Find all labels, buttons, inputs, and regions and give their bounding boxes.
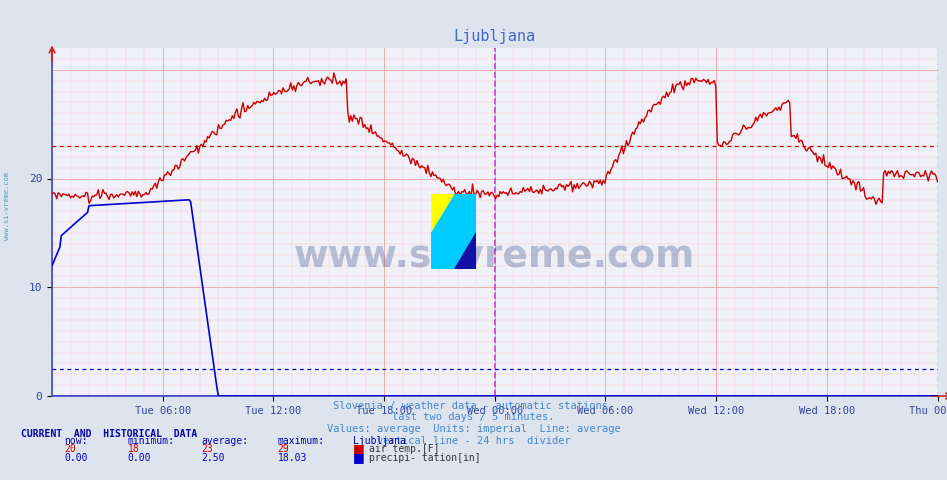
Text: 0.00: 0.00 bbox=[128, 453, 152, 463]
Text: Ljubljana: Ljubljana bbox=[353, 436, 406, 446]
Text: ■: ■ bbox=[353, 451, 365, 464]
Text: Slovenia / weather data - automatic stations.: Slovenia / weather data - automatic stat… bbox=[333, 401, 614, 411]
Polygon shape bbox=[431, 194, 454, 232]
Text: 23: 23 bbox=[202, 444, 213, 454]
Text: last two days / 5 minutes.: last two days / 5 minutes. bbox=[392, 412, 555, 422]
Polygon shape bbox=[431, 232, 476, 269]
Polygon shape bbox=[454, 194, 476, 269]
Text: www.si-vreme.com: www.si-vreme.com bbox=[4, 172, 9, 240]
Text: 2.50: 2.50 bbox=[202, 453, 225, 463]
Title: Ljubljana: Ljubljana bbox=[454, 29, 536, 44]
Text: air temp.[F]: air temp.[F] bbox=[369, 444, 439, 454]
Text: ■: ■ bbox=[353, 442, 365, 455]
Polygon shape bbox=[454, 232, 476, 269]
Text: Values: average  Units: imperial  Line: average: Values: average Units: imperial Line: av… bbox=[327, 424, 620, 434]
Text: 20: 20 bbox=[64, 444, 76, 454]
Text: vertical line - 24 hrs  divider: vertical line - 24 hrs divider bbox=[377, 435, 570, 445]
Polygon shape bbox=[431, 194, 476, 269]
Text: CURRENT  AND  HISTORICAL  DATA: CURRENT AND HISTORICAL DATA bbox=[21, 429, 197, 439]
Text: 0.00: 0.00 bbox=[64, 453, 88, 463]
Text: www.si-vreme.com: www.si-vreme.com bbox=[295, 239, 695, 275]
Text: maximum:: maximum: bbox=[277, 436, 325, 446]
Text: 18: 18 bbox=[128, 444, 139, 454]
Text: precipi- tation[in]: precipi- tation[in] bbox=[369, 453, 481, 463]
Text: now:: now: bbox=[64, 436, 88, 446]
Polygon shape bbox=[431, 194, 454, 232]
Text: 29: 29 bbox=[277, 444, 289, 454]
Text: 18.03: 18.03 bbox=[277, 453, 307, 463]
Text: minimum:: minimum: bbox=[128, 436, 175, 446]
Text: average:: average: bbox=[202, 436, 249, 446]
